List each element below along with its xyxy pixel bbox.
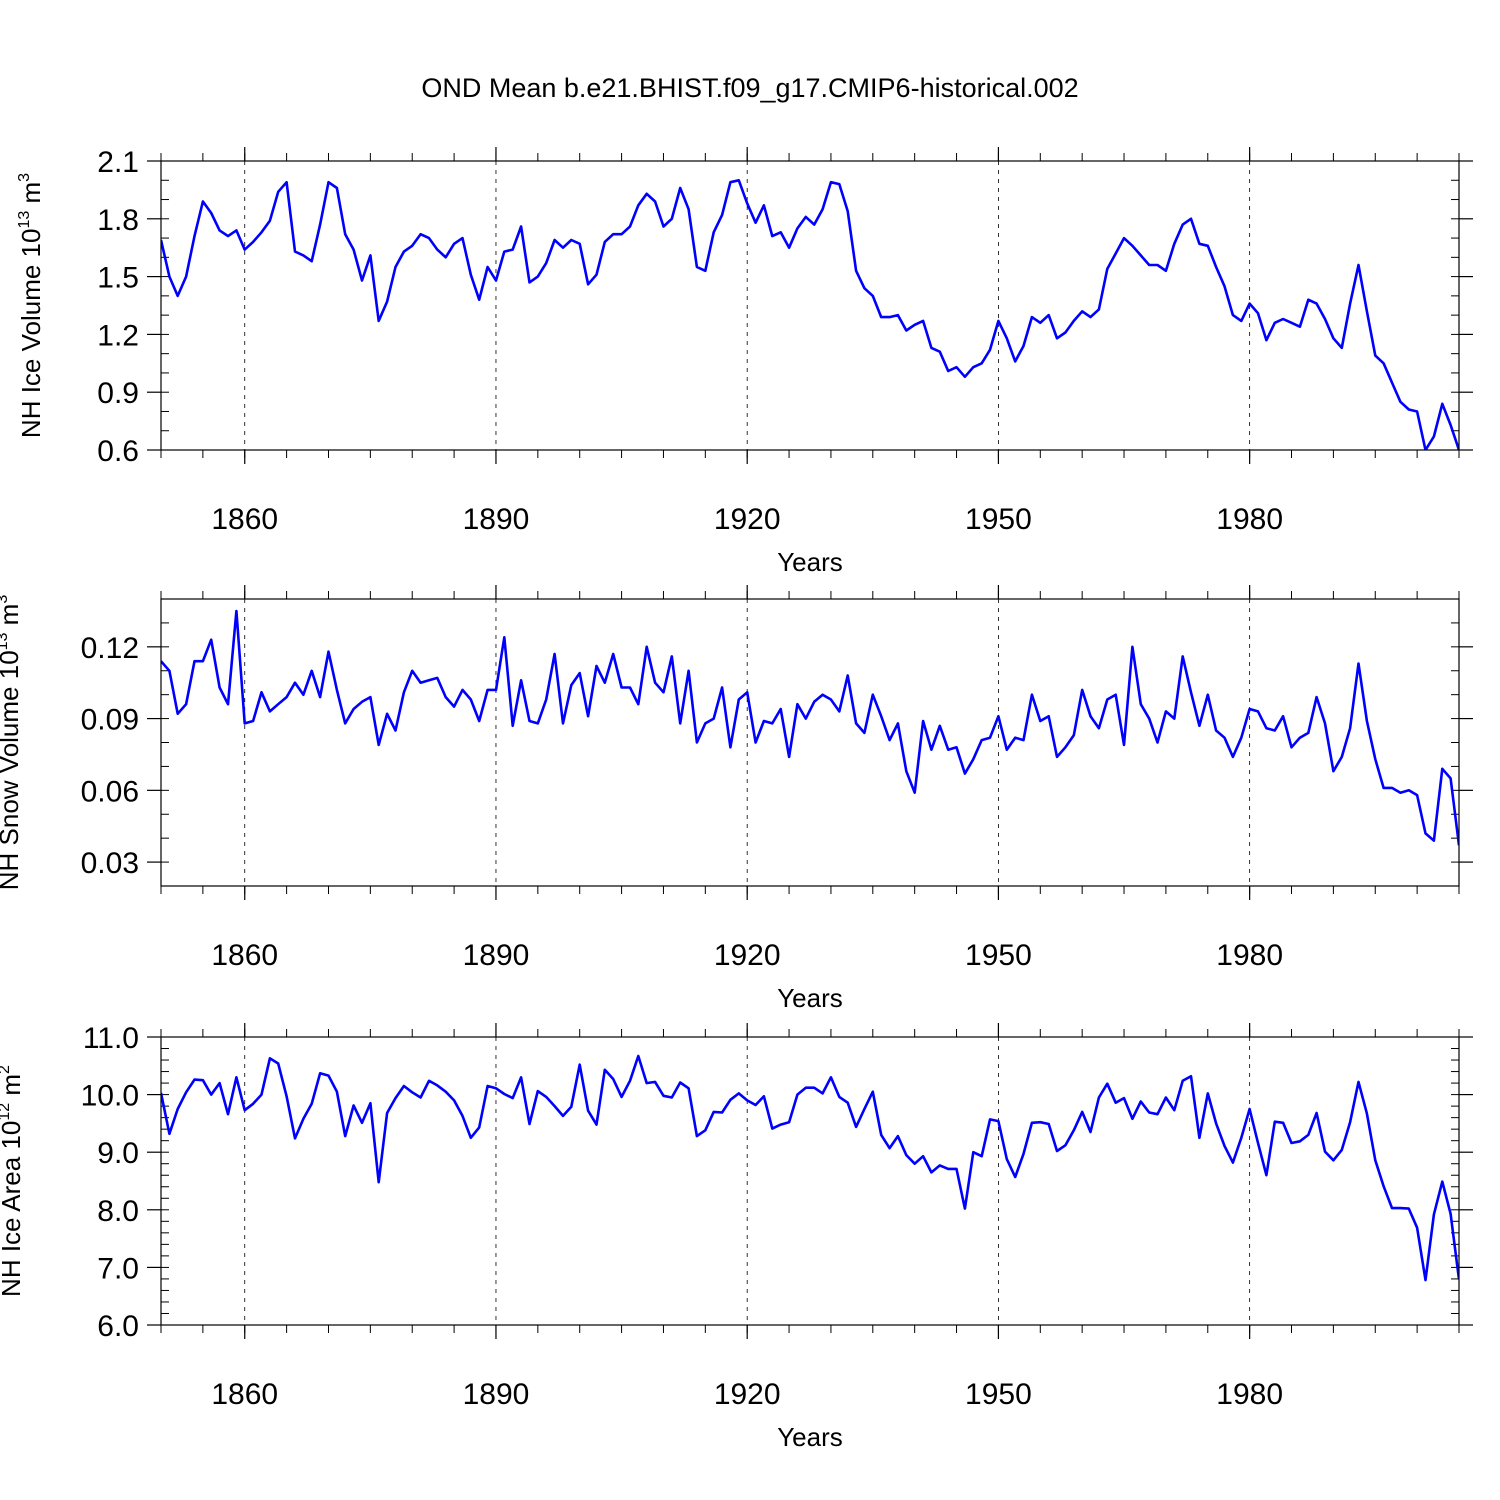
panels: 0.6 0.9 1.2 1.5 1.8 2.1 1860 1890 1920 1950 1980 Ye… — [0, 146, 1473, 1452]
chart-panel-3: 6.0 7.0 8.0 9.0 10.0 11.0 1860 1890 1920 1950 1980… — [0, 1022, 1473, 1452]
y-tick-label: 0.06 — [81, 775, 139, 808]
x-tick-label: 1860 — [211, 939, 278, 972]
x-tick-label: 1980 — [1216, 503, 1283, 536]
x-tick-label: 1860 — [211, 503, 278, 536]
x-axis-label: Years — [777, 1422, 843, 1452]
x-tick-label: 1980 — [1216, 1378, 1283, 1411]
y-tick-label: 1.8 — [97, 204, 139, 237]
y-tick-label: 0.9 — [97, 377, 139, 410]
x-tick-label: 1980 — [1216, 939, 1283, 972]
plot-frame — [160, 1036, 1460, 1326]
y-axis-label: NH Ice Volume 1013 m3 — [16, 173, 46, 438]
y-tick-label: 10.0 — [81, 1080, 139, 1113]
plot-frame — [160, 598, 1460, 887]
y-tick-label: 9.0 — [97, 1137, 139, 1170]
x-tick-label: 1860 — [211, 1378, 278, 1411]
y-axis-label: NH Snow Volume 1013 m3 — [0, 595, 24, 891]
series-line — [161, 609, 1459, 846]
plot-frame — [160, 160, 1460, 451]
x-tick-label: 1920 — [714, 503, 781, 536]
y-tick-label: 2.1 — [97, 146, 139, 179]
y-tick-label: 1.5 — [97, 262, 139, 295]
x-tick-label: 1950 — [965, 1378, 1032, 1411]
x-tick-label: 1950 — [965, 939, 1032, 972]
y-tick-label: 0.09 — [81, 704, 139, 737]
y-tick-label: 7.0 — [97, 1252, 139, 1285]
x-tick-label: 1920 — [714, 1378, 781, 1411]
figure-title: OND Mean b.e21.BHIST.f09_g17.CMIP6-histo… — [421, 73, 1078, 103]
x-tick-label: 1890 — [463, 939, 530, 972]
x-tick-label: 1950 — [965, 503, 1032, 536]
y-tick-label: 0.6 — [97, 435, 139, 468]
x-axis-label: Years — [777, 983, 843, 1013]
y-axis-label: NH Ice Area 1012 m2 — [0, 1065, 26, 1297]
x-tick-label: 1890 — [463, 503, 530, 536]
y-tick-label: 8.0 — [97, 1195, 139, 1228]
x-tick-label: 1890 — [463, 1378, 530, 1411]
x-axis-label: Years — [777, 547, 843, 577]
chart-panel-1: 0.6 0.9 1.2 1.5 1.8 2.1 1860 1890 1920 1950 1980 Ye… — [16, 146, 1473, 577]
y-tick-label: 11.0 — [83, 1022, 139, 1055]
x-tick-label: 1920 — [714, 939, 781, 972]
series-line — [161, 179, 1459, 450]
chart-panel-2: 0.03 0.06 0.09 0.12 1860 1890 1920 1950 1980 Year… — [0, 585, 1473, 1013]
y-tick-label: 0.03 — [81, 847, 139, 880]
y-tick-label: 0.12 — [81, 632, 139, 665]
y-tick-label: 1.2 — [97, 319, 139, 352]
series-line — [161, 1054, 1459, 1282]
y-tick-label: 6.0 — [97, 1310, 139, 1343]
